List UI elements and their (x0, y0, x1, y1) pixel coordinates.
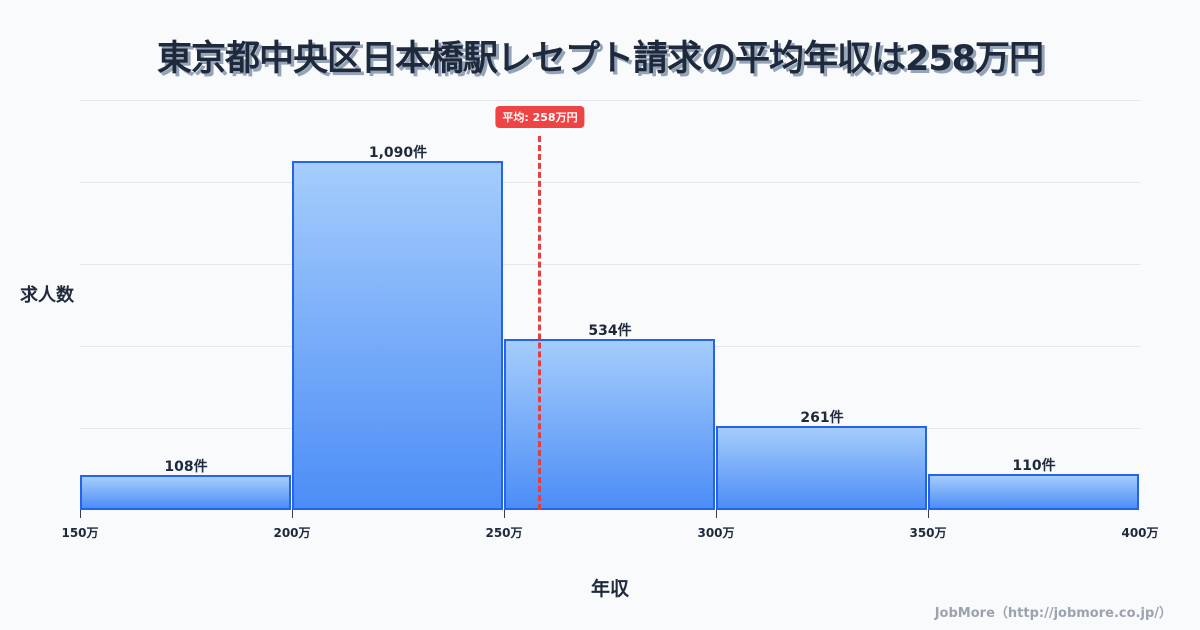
average-line (538, 136, 541, 510)
bar-value-label: 261件 (800, 410, 844, 426)
x-tick-label: 300万 (697, 526, 735, 540)
x-tick (928, 510, 929, 518)
x-tick (504, 510, 505, 518)
footer-credit: JobMore（http://jobmore.co.jp/） (934, 606, 1172, 621)
average-badge: 平均: 258万円 (495, 106, 585, 128)
bar-value-label: 534件 (588, 323, 632, 339)
histogram-bar[interactable] (716, 426, 927, 510)
gridline (80, 264, 1140, 265)
x-tick (716, 510, 717, 518)
bar-value-label: 108件 (164, 459, 208, 475)
x-axis-label: 年収 (590, 578, 629, 600)
histogram-bar[interactable] (292, 161, 503, 510)
x-tick-label: 400万 (1121, 526, 1159, 540)
x-tick (80, 510, 81, 518)
histogram-bar[interactable] (80, 475, 291, 510)
x-tick-label: 200万 (273, 526, 311, 540)
x-tick-label: 350万 (909, 526, 947, 540)
gridline (80, 100, 1140, 101)
x-tick (292, 510, 293, 518)
x-tick-label: 250万 (485, 526, 523, 540)
plot-area: 108件 1,090件 534件 261件 110件 平均: 258万円 150… (61, 100, 1159, 540)
gridline (80, 182, 1140, 183)
histogram-bar[interactable] (504, 339, 715, 510)
x-tick-label: 150万 (61, 526, 99, 540)
histogram-bar[interactable] (928, 474, 1139, 510)
bar-value-label: 1,090件 (368, 145, 428, 161)
y-axis-label: 求人数 (20, 285, 74, 306)
chart-title: 東京都中央区日本橋駅レセプト請求の平均年収は258万円 (156, 39, 1044, 79)
bar-value-label: 110件 (1012, 458, 1056, 474)
